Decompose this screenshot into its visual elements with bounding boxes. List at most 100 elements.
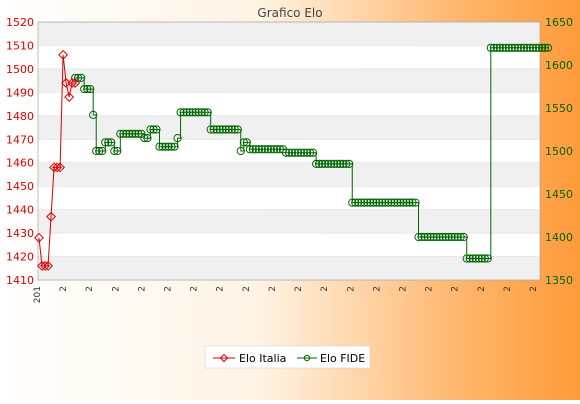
series-fide-point: [260, 145, 270, 154]
series-fide-point: [417, 232, 426, 242]
series-fide-point: [447, 232, 456, 242]
left-tick-label: 1420: [6, 251, 34, 264]
series-fide-point: [357, 198, 366, 207]
series-fide-point: [507, 43, 516, 52]
series-fide-point: [119, 129, 128, 138]
x-tick-label: 201: [33, 286, 43, 303]
series-fide-point: [113, 146, 122, 156]
x-tick-label: 2: [164, 286, 174, 292]
left-tick-label: 1450: [6, 180, 34, 193]
series-fide-point: [486, 43, 495, 52]
series-fide-point: [149, 125, 158, 134]
grid-band: [38, 45, 540, 69]
x-tick-label: 2: [294, 286, 304, 292]
x-tick-label: 2: [59, 286, 69, 292]
series-fide-point: [293, 148, 303, 157]
series-fide-point: [468, 254, 477, 263]
series-fide-point: [516, 43, 526, 52]
series-fide-point: [501, 43, 510, 52]
series-fide-point: [420, 232, 429, 242]
x-tick-label: 2: [503, 286, 513, 292]
series-fide-point: [330, 159, 339, 168]
series-fide-point: [92, 146, 101, 156]
x-tick-label: 2: [398, 286, 408, 292]
series-fide-point: [239, 138, 248, 147]
series-fide-point: [480, 254, 489, 263]
series-fide-point: [224, 125, 233, 134]
series-fide-point: [170, 142, 179, 151]
series-fide-point: [287, 148, 297, 157]
series-fide-point: [495, 43, 504, 52]
series-fide-point: [101, 138, 110, 147]
series-fide-point: [152, 125, 161, 134]
series-fide-point: [143, 134, 152, 143]
series-fide-point: [339, 159, 348, 168]
series-fide-point: [381, 198, 390, 207]
series-fide-point: [537, 43, 547, 52]
series-fide-point: [333, 159, 342, 168]
series-fide-point: [360, 198, 369, 207]
series-fide-point: [456, 232, 465, 242]
series-fide-point: [408, 198, 417, 207]
series-fide-point: [107, 138, 116, 147]
series-fide-point: [230, 125, 239, 134]
series-fide-point: [137, 129, 146, 138]
series-fide-point: [498, 43, 507, 52]
x-tick-label: 2: [529, 286, 539, 292]
x-tick-label: 2: [137, 286, 147, 292]
series-italia-point: [52, 162, 63, 173]
left-tick-label: 1510: [6, 39, 34, 52]
series-fide-point: [104, 138, 113, 147]
series-fide-point: [369, 198, 378, 207]
series-fide-point: [122, 129, 131, 138]
series-fide-point: [227, 125, 236, 134]
series-fide-point: [242, 138, 251, 147]
x-tick-label: 2: [216, 286, 226, 292]
series-fide-point: [414, 232, 423, 242]
series-fide-point: [396, 198, 405, 207]
series-fide-point: [462, 254, 471, 263]
series-fide-point: [98, 146, 107, 156]
series-fide-point: [405, 198, 414, 207]
series-fide-point: [266, 145, 276, 154]
series-fide-point: [83, 84, 92, 94]
series-fide-point: [281, 148, 291, 157]
series-fide-point: [308, 148, 318, 157]
right-tick-label: 1550: [545, 102, 573, 115]
series-fide-point: [444, 232, 453, 242]
series-fide-point: [384, 198, 393, 207]
grid-band: [38, 256, 540, 280]
series-fide-point: [197, 108, 206, 117]
x-tick-label: 2: [190, 286, 200, 292]
series-fide-point: [450, 232, 459, 242]
right-tick-label: 1450: [545, 188, 573, 201]
series-fide-point: [209, 125, 218, 134]
series-fide-point: [489, 43, 498, 52]
series-fide-point: [296, 148, 306, 157]
series-fide-point: [438, 232, 447, 242]
series-fide-point: [263, 145, 273, 154]
series-fide-point: [363, 198, 372, 207]
series-fide-point: [302, 148, 312, 157]
series-fide-point: [315, 159, 324, 168]
series-fide-point: [176, 108, 185, 117]
plot-frame: [37, 21, 541, 281]
series-italia-point: [43, 260, 53, 271]
series-fide-point: [354, 198, 363, 207]
series-fide-point: [146, 125, 155, 134]
series-fide-point: [324, 159, 333, 168]
series-fide-point: [423, 232, 432, 242]
series-fide-point: [155, 142, 164, 151]
series-fide-point: [212, 125, 221, 134]
series-fide-point: [284, 148, 294, 157]
series-italia-point: [49, 162, 60, 173]
series-fide-point: [372, 198, 381, 207]
series-fide-point: [77, 73, 86, 83]
series-fide-point: [477, 254, 486, 263]
series-fide-point: [134, 129, 143, 138]
series-fide-point: [89, 110, 98, 119]
series-fide-point: [321, 159, 330, 168]
series-italia-point: [55, 162, 66, 173]
series-fide-point: [327, 159, 336, 168]
